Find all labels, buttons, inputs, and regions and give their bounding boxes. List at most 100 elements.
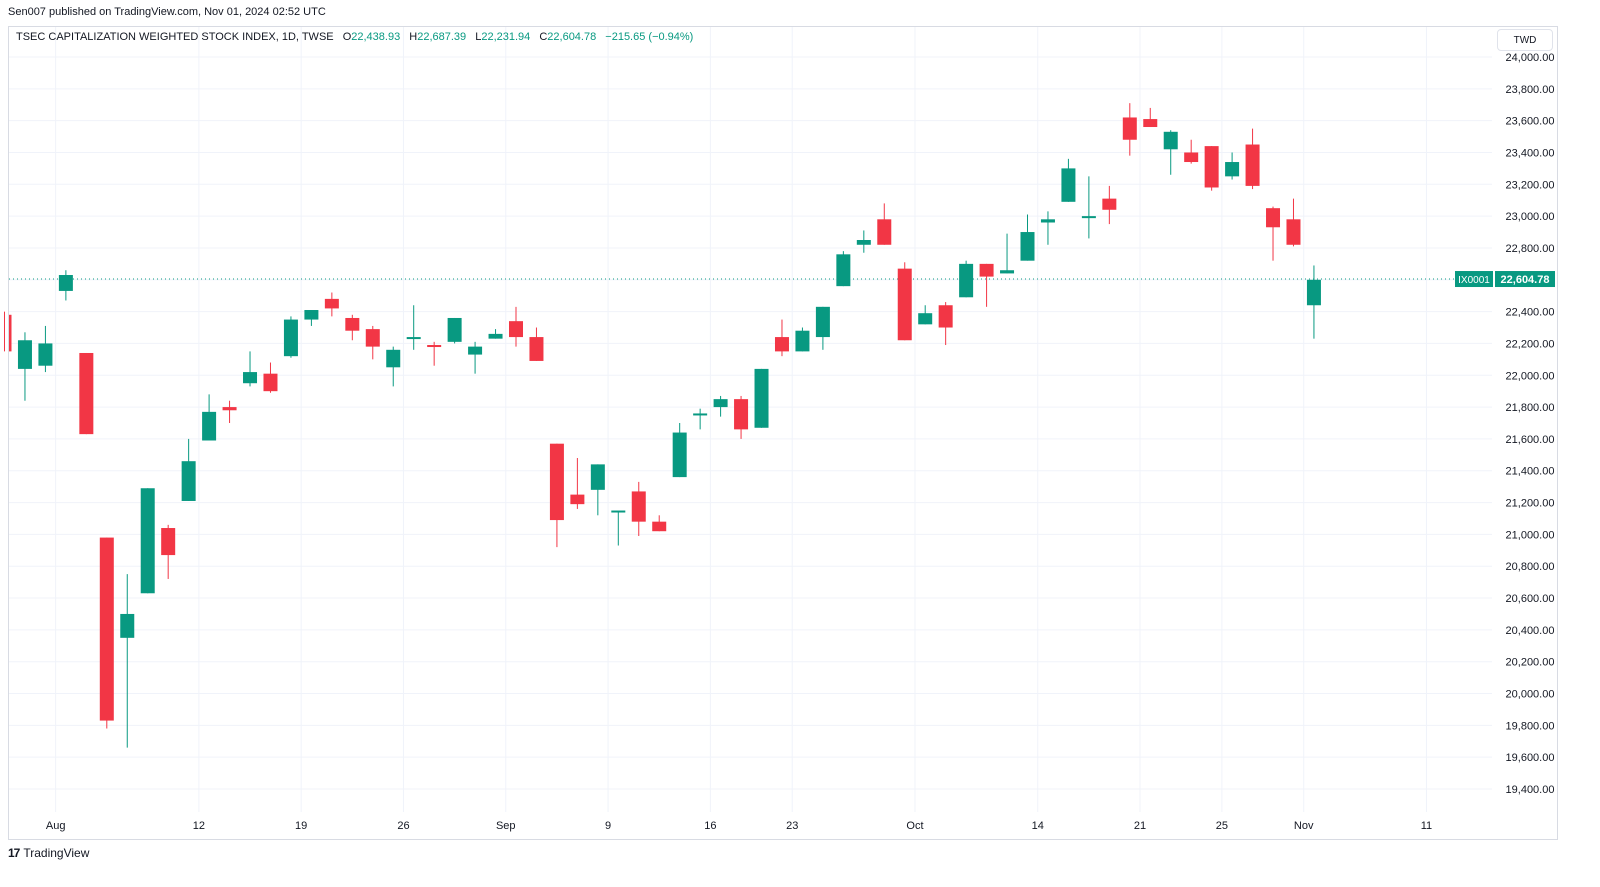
candle[interactable] <box>1245 128 1260 190</box>
tradingview-logo-icon[interactable]: 17 <box>8 846 20 860</box>
candle[interactable] <box>427 341 442 366</box>
candle[interactable] <box>1204 146 1219 191</box>
y-tick-label: 22,200.00 <box>1506 338 1555 350</box>
candle-body <box>17 340 32 369</box>
candle[interactable] <box>1020 214 1035 261</box>
price-tag-value: 22,604.78 <box>1501 274 1550 286</box>
candle[interactable] <box>140 488 155 594</box>
x-tick-label: 26 <box>397 820 409 832</box>
candle[interactable] <box>693 408 708 430</box>
candle[interactable] <box>590 464 605 516</box>
candle[interactable] <box>263 362 278 393</box>
candle[interactable] <box>1184 139 1199 164</box>
candle[interactable] <box>120 574 135 748</box>
symbol-title[interactable]: TSEC CAPITALIZATION WEIGHTED STOCK INDEX… <box>16 31 334 43</box>
candle[interactable] <box>283 316 298 358</box>
candle[interactable] <box>468 341 483 374</box>
candle[interactable] <box>509 306 523 347</box>
y-tick-label: 20,200.00 <box>1506 657 1555 669</box>
candle[interactable] <box>918 305 933 325</box>
candle[interactable] <box>304 310 319 326</box>
candle[interactable] <box>549 443 564 548</box>
candle[interactable] <box>1000 233 1015 274</box>
candle-body <box>1000 270 1015 274</box>
candle-body <box>38 343 53 366</box>
candle[interactable] <box>1143 107 1158 128</box>
candle-body <box>652 521 667 532</box>
candle-body <box>549 443 564 521</box>
candle[interactable] <box>1266 206 1281 261</box>
brand-name[interactable]: TradingView <box>23 846 90 860</box>
candle[interactable] <box>1286 198 1301 247</box>
candle[interactable] <box>570 458 585 509</box>
close-label: C <box>539 31 548 43</box>
candle-body <box>161 528 176 556</box>
candle[interactable] <box>1306 265 1321 339</box>
chart-frame[interactable] <box>8 26 1558 840</box>
candle[interactable] <box>836 251 851 287</box>
y-tick-label: 23,800.00 <box>1506 84 1555 96</box>
candle[interactable] <box>795 327 810 352</box>
candle[interactable] <box>754 368 769 428</box>
candle[interactable] <box>79 352 94 435</box>
candle[interactable] <box>877 203 892 245</box>
candle-body <box>1163 131 1178 150</box>
candle-body <box>918 313 933 325</box>
candle[interactable] <box>1163 130 1178 175</box>
candle[interactable] <box>181 438 196 501</box>
candle-body <box>979 263 994 277</box>
candle[interactable] <box>979 263 994 307</box>
candle[interactable] <box>938 302 953 346</box>
candle[interactable] <box>897 262 912 341</box>
candle[interactable] <box>713 395 728 417</box>
y-tick-label: 20,000.00 <box>1506 689 1555 701</box>
candle[interactable] <box>1225 152 1240 180</box>
candle[interactable] <box>4 311 12 352</box>
candle[interactable] <box>815 306 830 350</box>
candle[interactable] <box>386 346 401 387</box>
candle[interactable] <box>345 314 360 341</box>
candle[interactable] <box>631 481 646 536</box>
candle[interactable] <box>672 423 687 478</box>
candle[interactable] <box>1102 185 1117 225</box>
y-tick-label: 20,600.00 <box>1506 593 1555 605</box>
candle[interactable] <box>1040 211 1055 245</box>
x-tick-label: Sep <box>496 820 516 832</box>
x-tick-label: 9 <box>605 820 611 832</box>
currency-button[interactable]: TWD <box>1497 29 1553 51</box>
candle[interactable] <box>1061 158 1076 202</box>
candle[interactable] <box>774 319 789 357</box>
publish-info: Sen007 published on TradingView.com, Nov… <box>8 6 326 18</box>
candle[interactable] <box>202 394 217 441</box>
candle-body <box>58 275 73 291</box>
candle[interactable] <box>17 332 32 401</box>
candle[interactable] <box>652 515 667 532</box>
y-tick-label: 22,800.00 <box>1506 243 1555 255</box>
candle[interactable] <box>856 230 871 253</box>
x-tick-label: 12 <box>193 820 205 832</box>
candle[interactable] <box>58 270 73 301</box>
candle[interactable] <box>243 351 258 387</box>
x-tick-label: 14 <box>1032 820 1044 832</box>
candle[interactable] <box>222 400 237 423</box>
candle-body <box>181 461 196 501</box>
candle[interactable] <box>38 325 53 373</box>
candle[interactable] <box>734 395 749 439</box>
candle[interactable] <box>959 260 974 298</box>
candle[interactable] <box>1122 103 1137 156</box>
candle[interactable] <box>1081 176 1096 239</box>
candle[interactable] <box>365 325 380 360</box>
candle[interactable] <box>529 327 544 361</box>
candle-body <box>222 407 237 411</box>
candle[interactable] <box>488 329 503 339</box>
candle-body <box>754 368 769 428</box>
candle[interactable] <box>406 305 421 350</box>
candle[interactable] <box>161 524 176 579</box>
candle[interactable] <box>447 317 462 344</box>
candle[interactable] <box>324 292 339 317</box>
candle[interactable] <box>611 510 626 546</box>
x-tick-label: 16 <box>704 820 716 832</box>
candle[interactable] <box>99 537 114 729</box>
candle-body <box>1102 198 1117 210</box>
